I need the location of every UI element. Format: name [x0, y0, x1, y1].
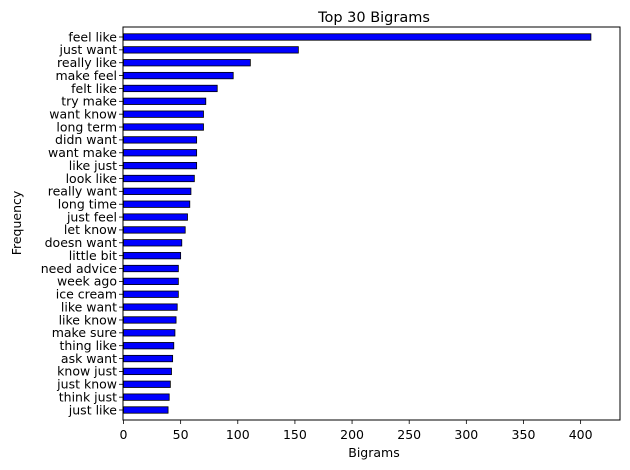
- bars-group: [123, 33, 592, 414]
- y-tick-label: look like: [66, 171, 118, 186]
- bar: [123, 226, 186, 234]
- y-tick-label: ice cream: [56, 287, 117, 302]
- y-tick-label: just like: [68, 402, 118, 417]
- bar: [123, 59, 251, 67]
- bar: [123, 123, 204, 131]
- bar: [123, 97, 207, 105]
- y-tick-label: really like: [57, 55, 117, 70]
- bar: [123, 174, 195, 183]
- x-axis-ticks: 0 50 100 150 200 250 300 350 400: [120, 420, 593, 442]
- y-tick-label: just feel: [66, 209, 117, 224]
- y-tick-label: just know: [56, 377, 117, 392]
- y-tick-label: long term: [56, 119, 117, 134]
- bar: [123, 213, 188, 221]
- bar: [123, 303, 178, 311]
- chart-title: Top 30 Bigrams: [317, 10, 430, 26]
- y-tick-label: like know: [59, 312, 117, 327]
- bar: [123, 187, 192, 195]
- bar: [123, 136, 198, 144]
- bar: [123, 316, 177, 324]
- bar: [123, 393, 170, 401]
- x-tick-label: 350: [512, 427, 536, 442]
- y-tick-label: want know: [49, 106, 117, 121]
- y-tick-label: week ago: [57, 274, 117, 289]
- x-tick-label: 0: [120, 427, 128, 442]
- bar: [123, 200, 191, 208]
- y-tick-label: just want: [59, 42, 118, 57]
- bar: [123, 33, 592, 41]
- plot-frame: [122, 26, 621, 421]
- x-tick-label: 150: [283, 427, 307, 442]
- y-tick-label: thing like: [59, 338, 117, 353]
- bar: [123, 406, 169, 414]
- bar: [123, 84, 218, 93]
- bar: [123, 162, 198, 170]
- y-tick-label: let know: [64, 222, 117, 237]
- y-tick-label: really want: [48, 184, 117, 199]
- y-tick-label: try make: [61, 94, 117, 109]
- y-tick-label: felt like: [71, 81, 117, 96]
- y-tick-label: doesn want: [45, 235, 117, 250]
- bar: [123, 367, 172, 376]
- bar: [123, 149, 198, 157]
- y-tick-label: long time: [58, 197, 118, 212]
- y-axis-label: Frequency: [9, 190, 24, 255]
- x-tick-label: 50: [173, 427, 189, 442]
- x-tick-label: 400: [569, 427, 593, 442]
- x-tick-label: 250: [397, 427, 421, 442]
- x-axis-label: Bigrams: [348, 445, 399, 460]
- y-tick-label: ask want: [61, 351, 117, 366]
- bar: [123, 290, 179, 298]
- y-tick-label: need advice: [41, 261, 118, 276]
- y-tick-label: feel like: [68, 29, 117, 44]
- bar: [123, 329, 176, 337]
- y-tick-label: make sure: [52, 325, 118, 340]
- y-tick-label: little bit: [69, 248, 117, 263]
- bar: [123, 239, 183, 247]
- bar: [123, 252, 182, 260]
- y-tick-label: know just: [57, 364, 117, 379]
- y-tick-label: like just: [69, 158, 117, 173]
- bar: [123, 71, 234, 80]
- bar: [123, 110, 204, 118]
- x-tick-label: 300: [454, 427, 478, 442]
- y-tick-label: want make: [48, 145, 117, 160]
- bar: [123, 46, 299, 54]
- y-tick-label: make feel: [55, 68, 117, 83]
- x-tick-label: 200: [340, 427, 364, 442]
- x-tick-label: 100: [226, 427, 250, 442]
- y-tick-label: think just: [59, 389, 117, 404]
- bar: [123, 342, 175, 350]
- bar: [123, 354, 174, 363]
- bar: [123, 277, 179, 285]
- y-tick-label: like want: [61, 299, 117, 314]
- y-tick-label: didn want: [55, 132, 117, 147]
- bar: [123, 264, 179, 273]
- bar: [123, 380, 171, 388]
